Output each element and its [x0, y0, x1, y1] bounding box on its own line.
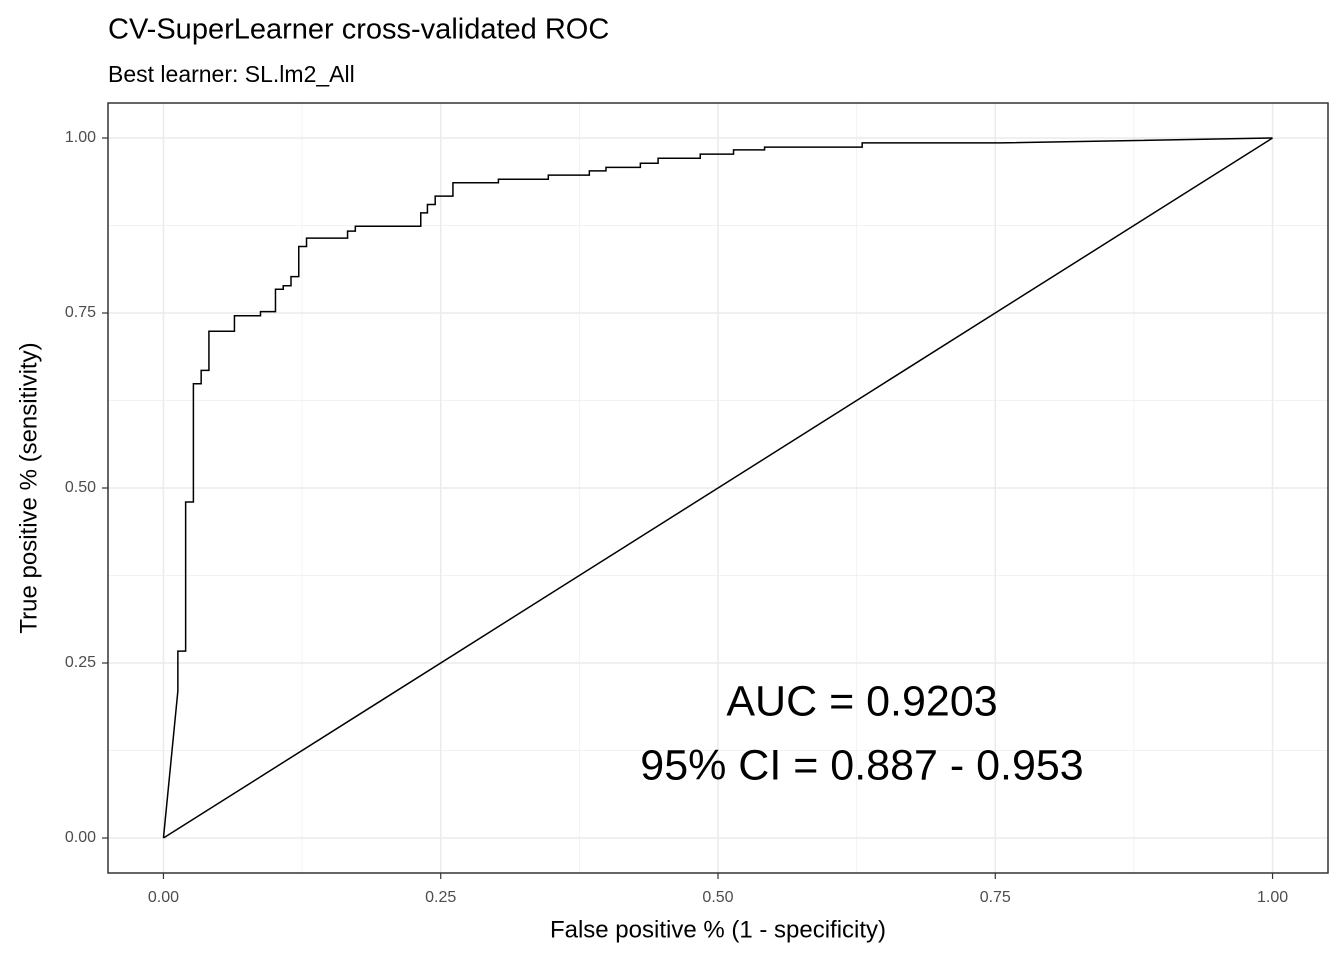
y-tick-label: 0.00	[65, 829, 96, 846]
y-axis-title: True positive % (sensitivity)	[15, 342, 42, 633]
x-tick-label: 0.25	[425, 889, 456, 906]
x-axis-title: False positive % (1 - specificity)	[550, 916, 886, 943]
y-tick-label: 0.25	[65, 654, 96, 671]
reference-line	[163, 137, 1273, 839]
x-tick-label: 0.75	[980, 889, 1011, 906]
x-tick-label: 0.00	[148, 889, 179, 906]
chart-title: CV-SuperLearner cross-validated ROC	[108, 14, 609, 46]
annotation: 95% CI = 0.887 - 0.953	[640, 741, 1083, 789]
x-tick-label: 0.50	[702, 889, 733, 906]
chart-subtitle: Best learner: SL.lm2_All	[108, 61, 355, 87]
y-tick-label: 0.75	[65, 304, 96, 321]
panel-border	[107, 102, 1329, 874]
y-tick-label: 0.50	[65, 479, 96, 496]
annotation: AUC = 0.9203	[726, 677, 997, 725]
x-tick-label: 1.00	[1257, 889, 1288, 906]
y-tick-label: 1.00	[65, 129, 96, 146]
roc-line	[162, 137, 1273, 839]
